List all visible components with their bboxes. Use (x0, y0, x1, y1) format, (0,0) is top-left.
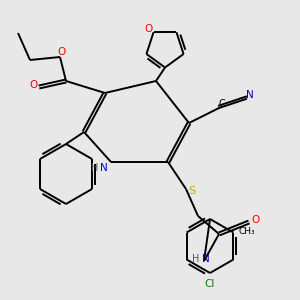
Text: Cl: Cl (205, 279, 215, 290)
Text: O: O (144, 24, 152, 34)
Text: CH₃: CH₃ (238, 226, 255, 236)
Text: N: N (246, 90, 254, 100)
Text: O: O (251, 214, 259, 225)
Text: O: O (57, 46, 66, 57)
Text: H: H (91, 163, 98, 173)
Text: C: C (218, 99, 225, 110)
Text: N: N (100, 163, 107, 173)
Text: S: S (188, 185, 195, 196)
Text: O: O (29, 80, 37, 91)
Text: H: H (192, 254, 199, 264)
Text: N: N (202, 254, 209, 264)
